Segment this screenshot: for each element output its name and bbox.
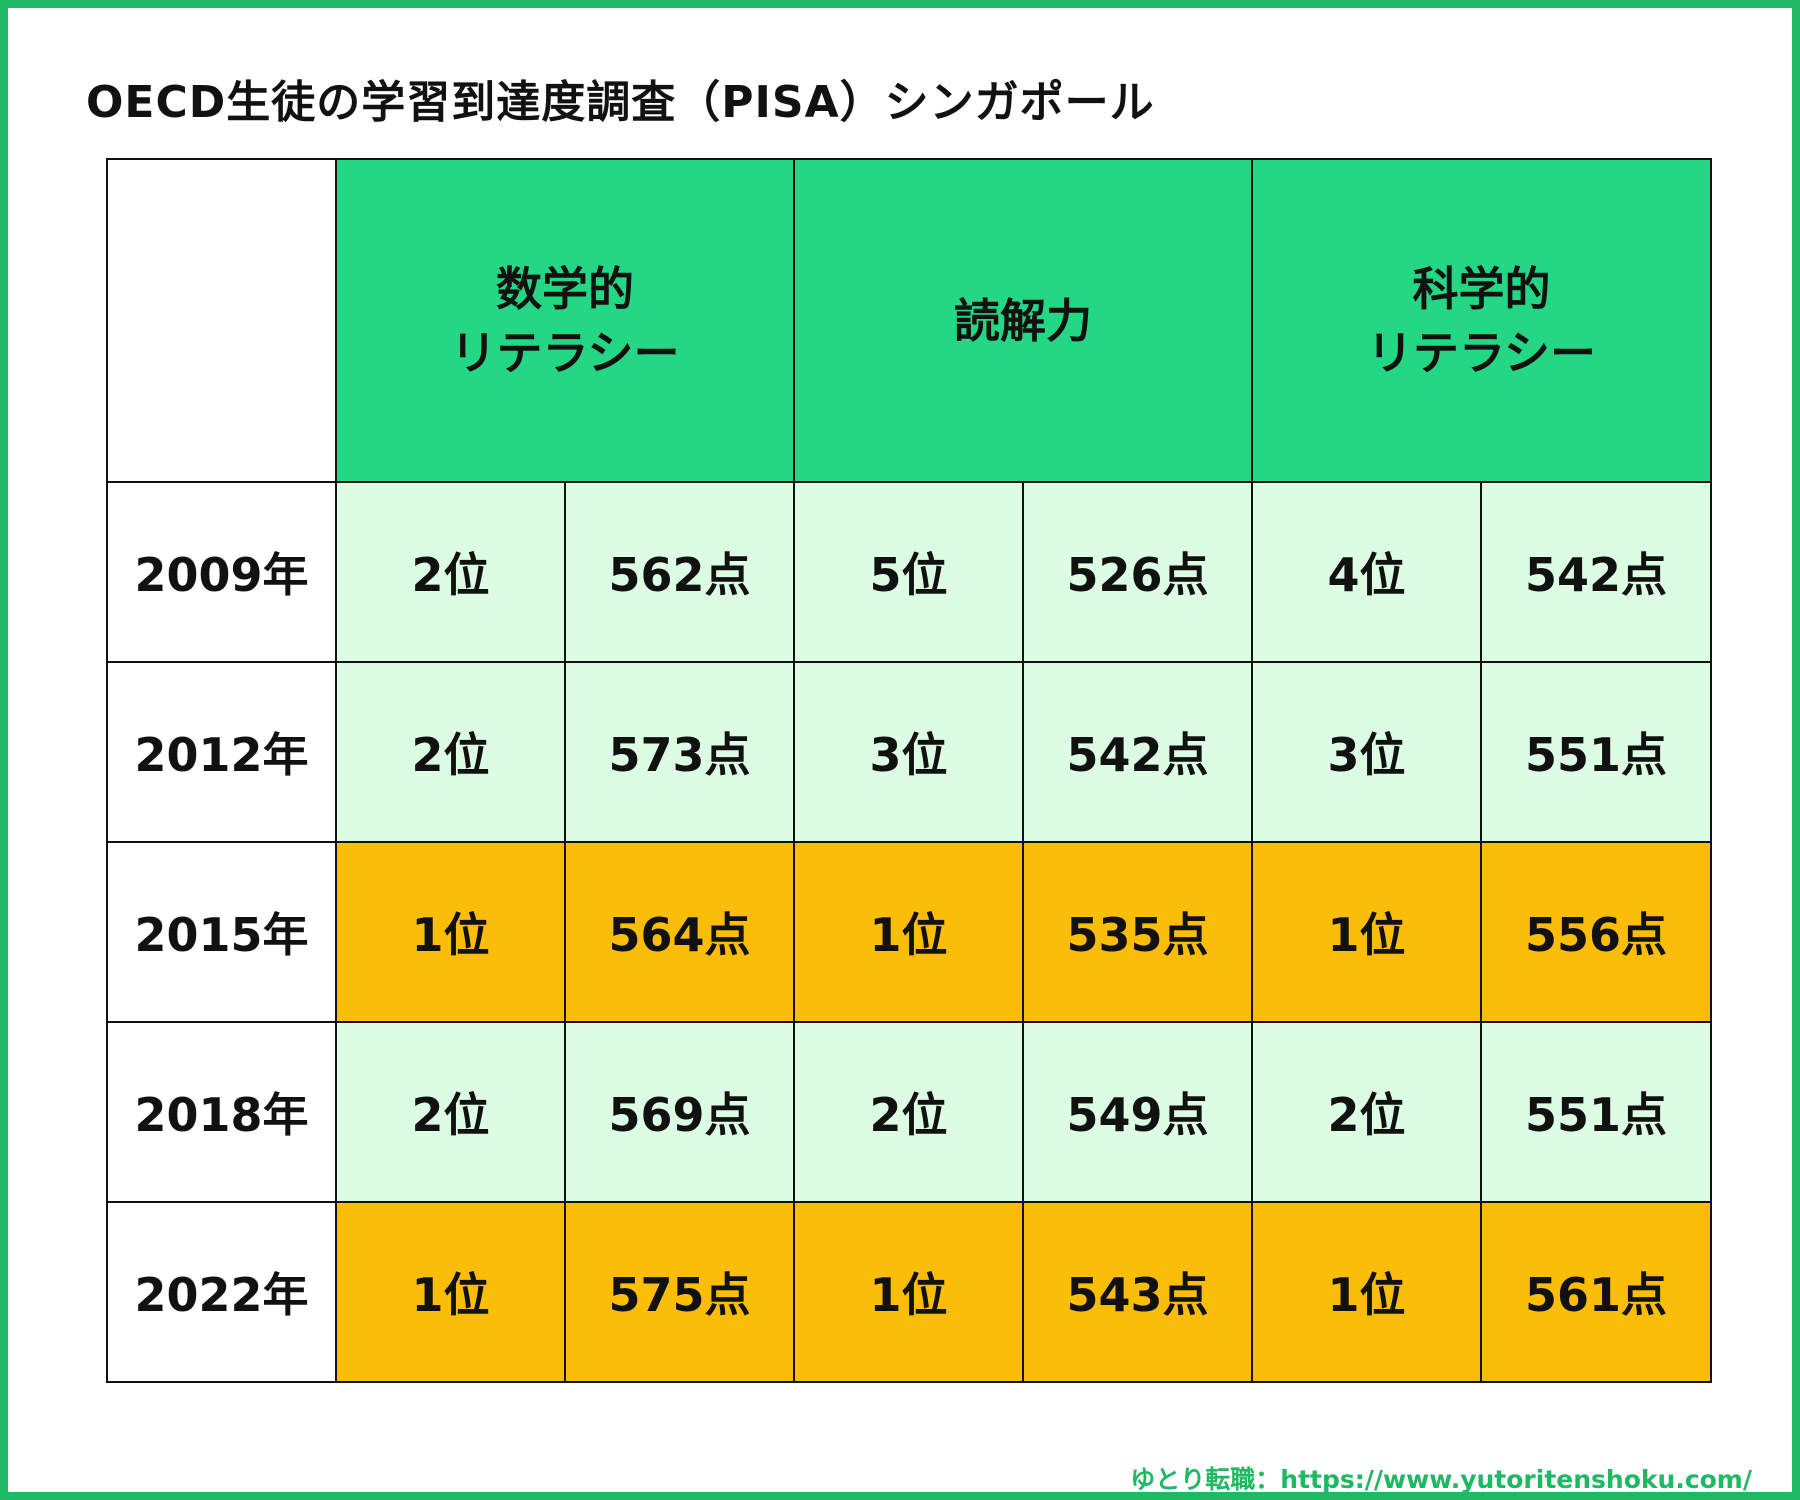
header-reading-line-1: 読解力 (954, 293, 1092, 348)
science-score-cell: 551点 (1480, 661, 1712, 843)
math-rank-cell: 2位 (335, 481, 566, 663)
reading-score-cell: 543点 (1022, 1201, 1253, 1383)
math-rank-cell: 2位 (335, 1021, 566, 1203)
header-row: 数学的 リテラシー 読解力 科学的 リテラシー (106, 158, 1712, 483)
year-cell: 2015年 (106, 841, 337, 1023)
math-score-cell: 575点 (564, 1201, 795, 1383)
science-rank-cell: 4位 (1251, 481, 1482, 663)
math-score-cell: 564点 (564, 841, 795, 1023)
science-score-cell: 542点 (1480, 481, 1712, 663)
math-rank-cell: 1位 (335, 1201, 566, 1383)
math-rank-cell: 1位 (335, 841, 566, 1023)
science-rank-cell: 1位 (1251, 841, 1482, 1023)
reading-score-cell: 549点 (1022, 1021, 1253, 1203)
science-rank-cell: 1位 (1251, 1201, 1482, 1383)
header-reading: 読解力 (793, 158, 1253, 483)
reading-rank-cell: 1位 (793, 1201, 1024, 1383)
reading-score-cell: 535点 (1022, 841, 1253, 1023)
source-credit-link[interactable]: ゆとり転職：https://www.yutoritenshoku.com/ (1130, 1465, 1752, 1494)
header-science-line-1: 科学的 (1412, 261, 1551, 316)
table-row: 2018年 2位 569点 2位 549点 2位 551点 (106, 1021, 1712, 1203)
science-rank-cell: 2位 (1251, 1021, 1482, 1203)
reading-rank-cell: 2位 (793, 1021, 1024, 1203)
table-row: 2022年 1位 575点 1位 543点 1位 561点 (106, 1201, 1712, 1383)
corner-cell (106, 158, 337, 483)
science-score-cell: 551点 (1480, 1021, 1712, 1203)
math-score-cell: 562点 (564, 481, 795, 663)
header-math: 数学的 リテラシー (335, 158, 795, 483)
header-math-line-1: 数学的 (496, 261, 634, 316)
table-row: 2009年 2位 562点 5位 526点 4位 542点 (106, 481, 1712, 663)
year-cell: 2012年 (106, 661, 337, 843)
page-title: OECD生徒の学習到達度調査（PISA）シンガポール (86, 77, 1155, 128)
table-row: 2012年 2位 573点 3位 542点 3位 551点 (106, 661, 1712, 843)
reading-rank-cell: 1位 (793, 841, 1024, 1023)
science-score-cell: 556点 (1480, 841, 1712, 1023)
reading-rank-cell: 3位 (793, 661, 1024, 843)
header-science-line-2: リテラシー (1366, 325, 1597, 380)
table-row: 2015年 1位 564点 1位 535点 1位 556点 (106, 841, 1712, 1023)
header-math-line-2: リテラシー (450, 325, 680, 380)
reading-score-cell: 526点 (1022, 481, 1253, 663)
header-science: 科学的 リテラシー (1251, 158, 1712, 483)
science-score-cell: 561点 (1480, 1201, 1712, 1383)
reading-rank-cell: 5位 (793, 481, 1024, 663)
year-cell: 2018年 (106, 1021, 337, 1203)
science-rank-cell: 3位 (1251, 661, 1482, 843)
math-score-cell: 569点 (564, 1021, 795, 1203)
pisa-table: 数学的 リテラシー 読解力 科学的 リテラシー 2009年 2位 562点 5位… (106, 158, 1712, 1383)
year-cell: 2022年 (106, 1201, 337, 1383)
math-score-cell: 573点 (564, 661, 795, 843)
math-rank-cell: 2位 (335, 661, 566, 843)
reading-score-cell: 542点 (1022, 661, 1253, 843)
year-cell: 2009年 (106, 481, 337, 663)
